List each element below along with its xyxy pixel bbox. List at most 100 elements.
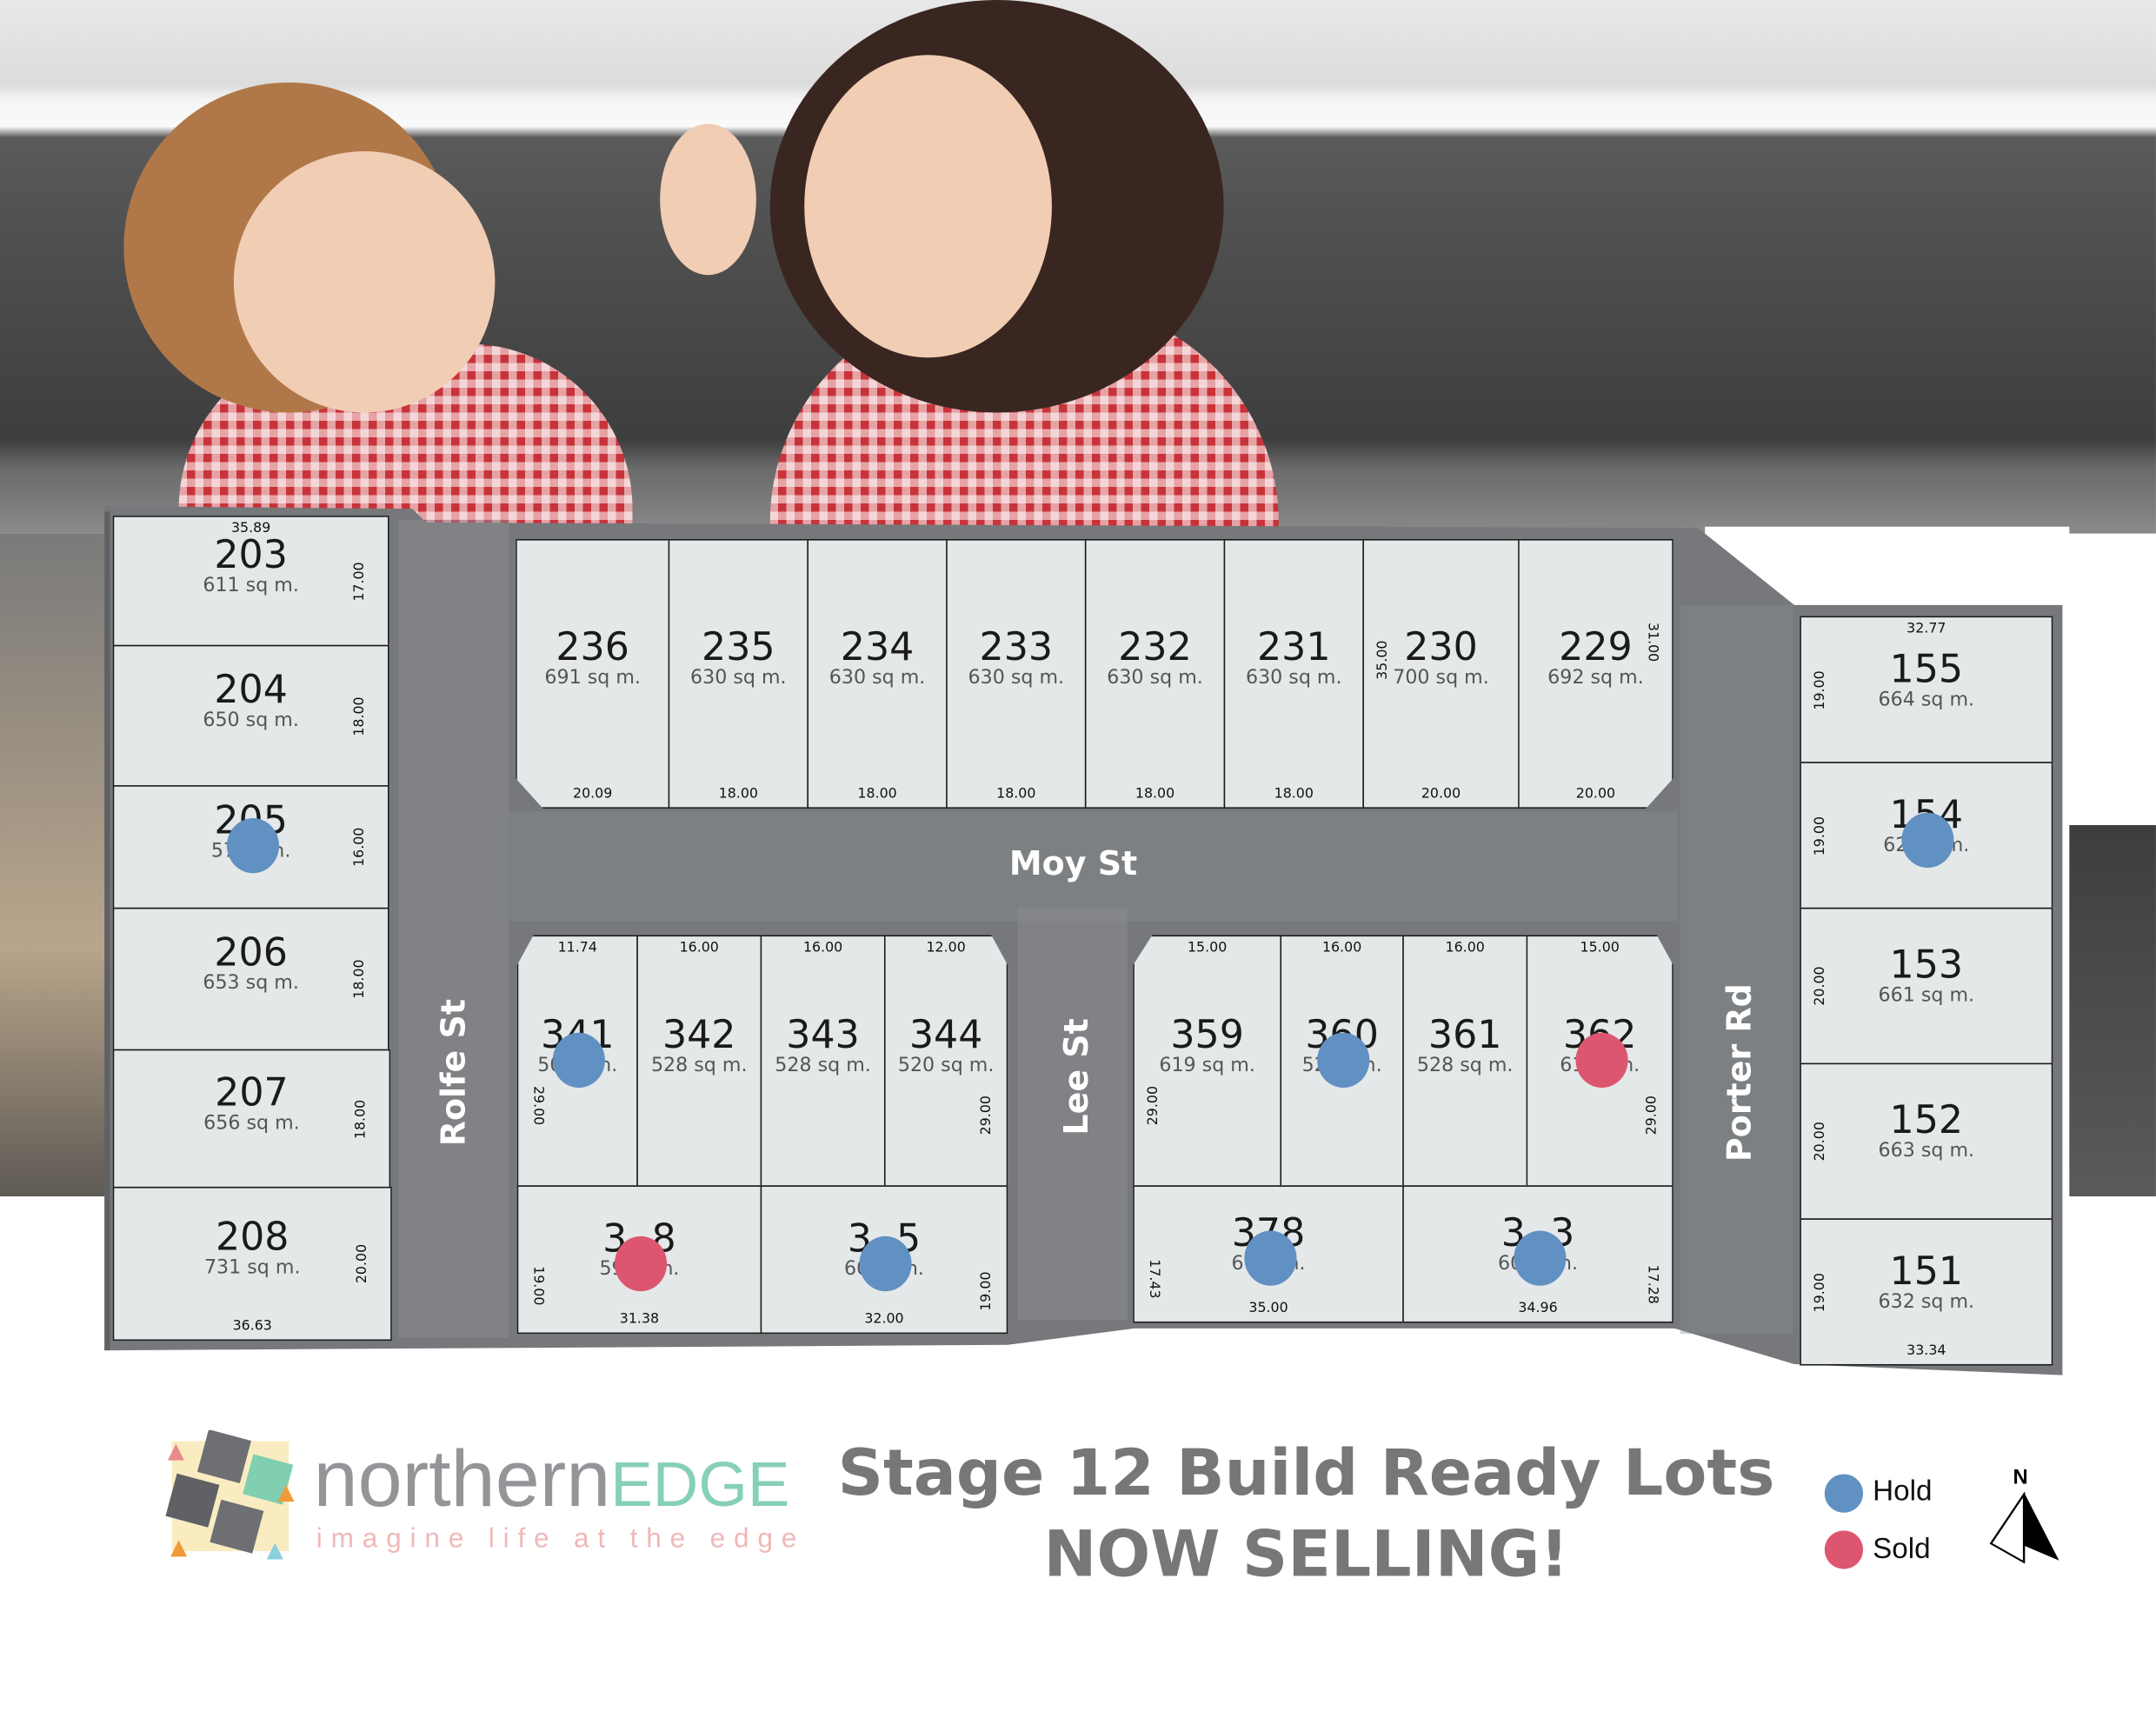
lot-label: 233 630 sq m. — [948, 624, 1085, 689]
lot-3x5[interactable]: 3 5 60 m. 19.00 32.00 — [760, 1185, 1008, 1335]
lot-153[interactable]: 153 661 sq m. 20.00 — [1800, 907, 2053, 1065]
lot-label: 152 663 sq m. — [1801, 1097, 2052, 1162]
lot-number: 232 — [1118, 624, 1192, 670]
lot-206[interactable]: 206 653 sq m. 18.00 — [112, 907, 389, 1051]
lot-155[interactable]: 155 664 sq m. 32.77 19.00 — [1800, 616, 2053, 763]
status-dot-sold — [1575, 1032, 1627, 1087]
status-dot-hold — [552, 1031, 605, 1088]
lot-359[interactable]: 359 619 sq m. 15.00 29.00 — [1133, 935, 1282, 1187]
street-label-moy: Moy St — [1008, 844, 1138, 883]
lot-dimension-left: 19.00 — [1813, 1272, 1828, 1312]
background-photo-left — [0, 533, 108, 1196]
lot-151[interactable]: 151 632 sq m. 19.00 33.34 — [1800, 1218, 2053, 1366]
lot-label: 342 528 sq m. — [638, 1011, 761, 1076]
lot-152[interactable]: 152 663 sq m. 20.00 — [1800, 1062, 2053, 1220]
lot-number: 235 — [702, 624, 775, 670]
lot-dimension-right: 18.00 — [352, 959, 369, 999]
lot-203[interactable]: 203 611 sq m. 35.89 17.00 — [112, 516, 389, 647]
lot-dimension-right: 31.00 — [1645, 622, 1660, 662]
lot-label: 207 656 sq m. — [114, 1073, 389, 1134]
lot-number: 234 — [840, 624, 915, 670]
lot-360[interactable]: 36052 m.16.00 — [1280, 935, 1404, 1187]
lot-area: 611 sq m. — [203, 574, 299, 596]
lot-number: 231 — [1257, 624, 1331, 670]
brand-name-edge: EDGE — [610, 1448, 790, 1520]
lot-361[interactable]: 361 528 sq m. 16.00 — [1402, 935, 1528, 1187]
legend-hold-swatch — [1824, 1474, 1864, 1513]
status-dot-hold — [226, 818, 279, 874]
lot-number: 359 — [1170, 1011, 1244, 1057]
lot-dimension-top: 16.00 — [679, 940, 719, 956]
lot-number: 207 — [215, 1069, 289, 1115]
lot-dimension-left: 35.00 — [1375, 640, 1391, 681]
lot-dimension-bottom: 35.00 — [1248, 1301, 1288, 1316]
lot-number: 152 — [1889, 1097, 1964, 1143]
status-dot-hold — [1901, 811, 1954, 868]
lot-dimension-top: 11.74 — [557, 940, 597, 956]
lot-number: 236 — [556, 624, 629, 670]
lot-205[interactable]: 20557 n.16.00 — [112, 785, 389, 909]
lot-dimension-bottom: 36.63 — [232, 1318, 272, 1335]
lot-number: 203 — [214, 531, 288, 577]
street-label-rolfe: Rolfe St — [434, 999, 474, 1147]
lot-dimension-right: 29.00 — [979, 1096, 995, 1136]
lot-label: 208 731 sq m. — [114, 1218, 390, 1279]
lot-number: 342 — [662, 1011, 736, 1057]
lot-3x3[interactable]: 3 3 60 m. 17.28 34.96 — [1402, 1185, 1674, 1323]
lot-number: 233 — [979, 624, 1054, 670]
lot-label: 343 528 sq m. — [762, 1011, 884, 1076]
status-dot-hold — [859, 1235, 912, 1292]
lot-dimension-bottom: 20.09 — [573, 786, 613, 803]
brand-name-northern: northern — [313, 1434, 611, 1524]
lot-area: 630 sq m. — [1107, 667, 1203, 689]
lot-dimension-left: 19.00 — [1813, 669, 1828, 709]
lot-232[interactable]: 232 630 sq m. 18.00 — [1084, 538, 1226, 809]
lot-dimension-top: 12.00 — [926, 940, 966, 956]
photo-child-hand — [660, 123, 756, 276]
lot-344[interactable]: 344 520 sq m. 12.00 29.00 — [884, 935, 1008, 1186]
lot-234[interactable]: 234 630 sq m. 18.00 — [807, 538, 948, 809]
lot-154[interactable]: 15462 m.19.00 — [1800, 762, 2053, 909]
lot-342[interactable]: 342 528 sq m. 16.00 — [636, 935, 762, 1187]
lot-230[interactable]: 230 700 sq m. 35.00 20.00 — [1362, 538, 1520, 809]
lot-dimension-top: 15.00 — [1187, 940, 1228, 956]
lot-label: 203 611 sq m. — [114, 531, 388, 596]
lot-number: 343 — [786, 1011, 860, 1057]
lot-area: 630 sq m. — [828, 667, 926, 689]
lot-area: 664 sq m. — [1878, 688, 1975, 710]
lot-235[interactable]: 235 630 sq m. 18.00 — [668, 538, 808, 809]
lot-dimension-right: 16.00 — [352, 827, 369, 867]
lot-233[interactable]: 233 630 sq m. 18.00 — [946, 538, 1087, 809]
lot-label: 3 5 60 m. — [762, 1219, 1007, 1280]
lot-231[interactable]: 231 630 sq m. 18.00 — [1223, 538, 1364, 809]
lot-area: 630 sq m. — [1246, 667, 1342, 689]
lot-236[interactable]: 236 691 sq m. 20.09 — [516, 539, 669, 809]
lot-204[interactable]: 204 650 sq m. 18.00 — [112, 644, 389, 787]
brand-name: northernEDGE — [313, 1434, 790, 1527]
lot-207[interactable]: 207 656 sq m. 18.00 — [112, 1049, 391, 1189]
lot-area: 528 sq m. — [1416, 1054, 1514, 1076]
lot-dimension-bottom: 20.00 — [1575, 786, 1616, 803]
lot-dimension-bottom: 32.00 — [864, 1311, 904, 1328]
background-photo-right — [2069, 824, 2156, 1196]
status-dot-hold — [1317, 1031, 1370, 1088]
lot-343[interactable]: 343 528 sq m. 16.00 — [760, 935, 886, 1187]
lot-229[interactable]: 229 692 sq m. 31.00 20.00 — [1518, 539, 1674, 809]
lot-dimension-top: 16.00 — [1445, 940, 1485, 956]
lot-label: 230 700 sq m. — [1364, 624, 1518, 689]
lot-208[interactable]: 208 731 sq m. 20.00 36.63 — [112, 1186, 392, 1342]
lot-dimension-right: 19.00 — [979, 1271, 995, 1312]
lot-number: 344 — [908, 1011, 983, 1057]
lot-area: 731 sq m. — [203, 1256, 301, 1279]
lot-label: 359 619 sq m. — [1135, 1011, 1281, 1076]
lot-3x8[interactable]: 3 8 59 m. 19.00 31.38 — [516, 1185, 762, 1335]
lot-number: 230 — [1404, 624, 1478, 670]
brand-tagline: imagine life at the edge — [316, 1523, 806, 1555]
lot-area: 691 sq m. — [544, 667, 641, 689]
lot-dimension-bottom: 18.00 — [718, 786, 758, 803]
lot-area: 700 sq m. — [1393, 667, 1489, 689]
street-label-porter: Porter Rd — [1720, 983, 1759, 1162]
